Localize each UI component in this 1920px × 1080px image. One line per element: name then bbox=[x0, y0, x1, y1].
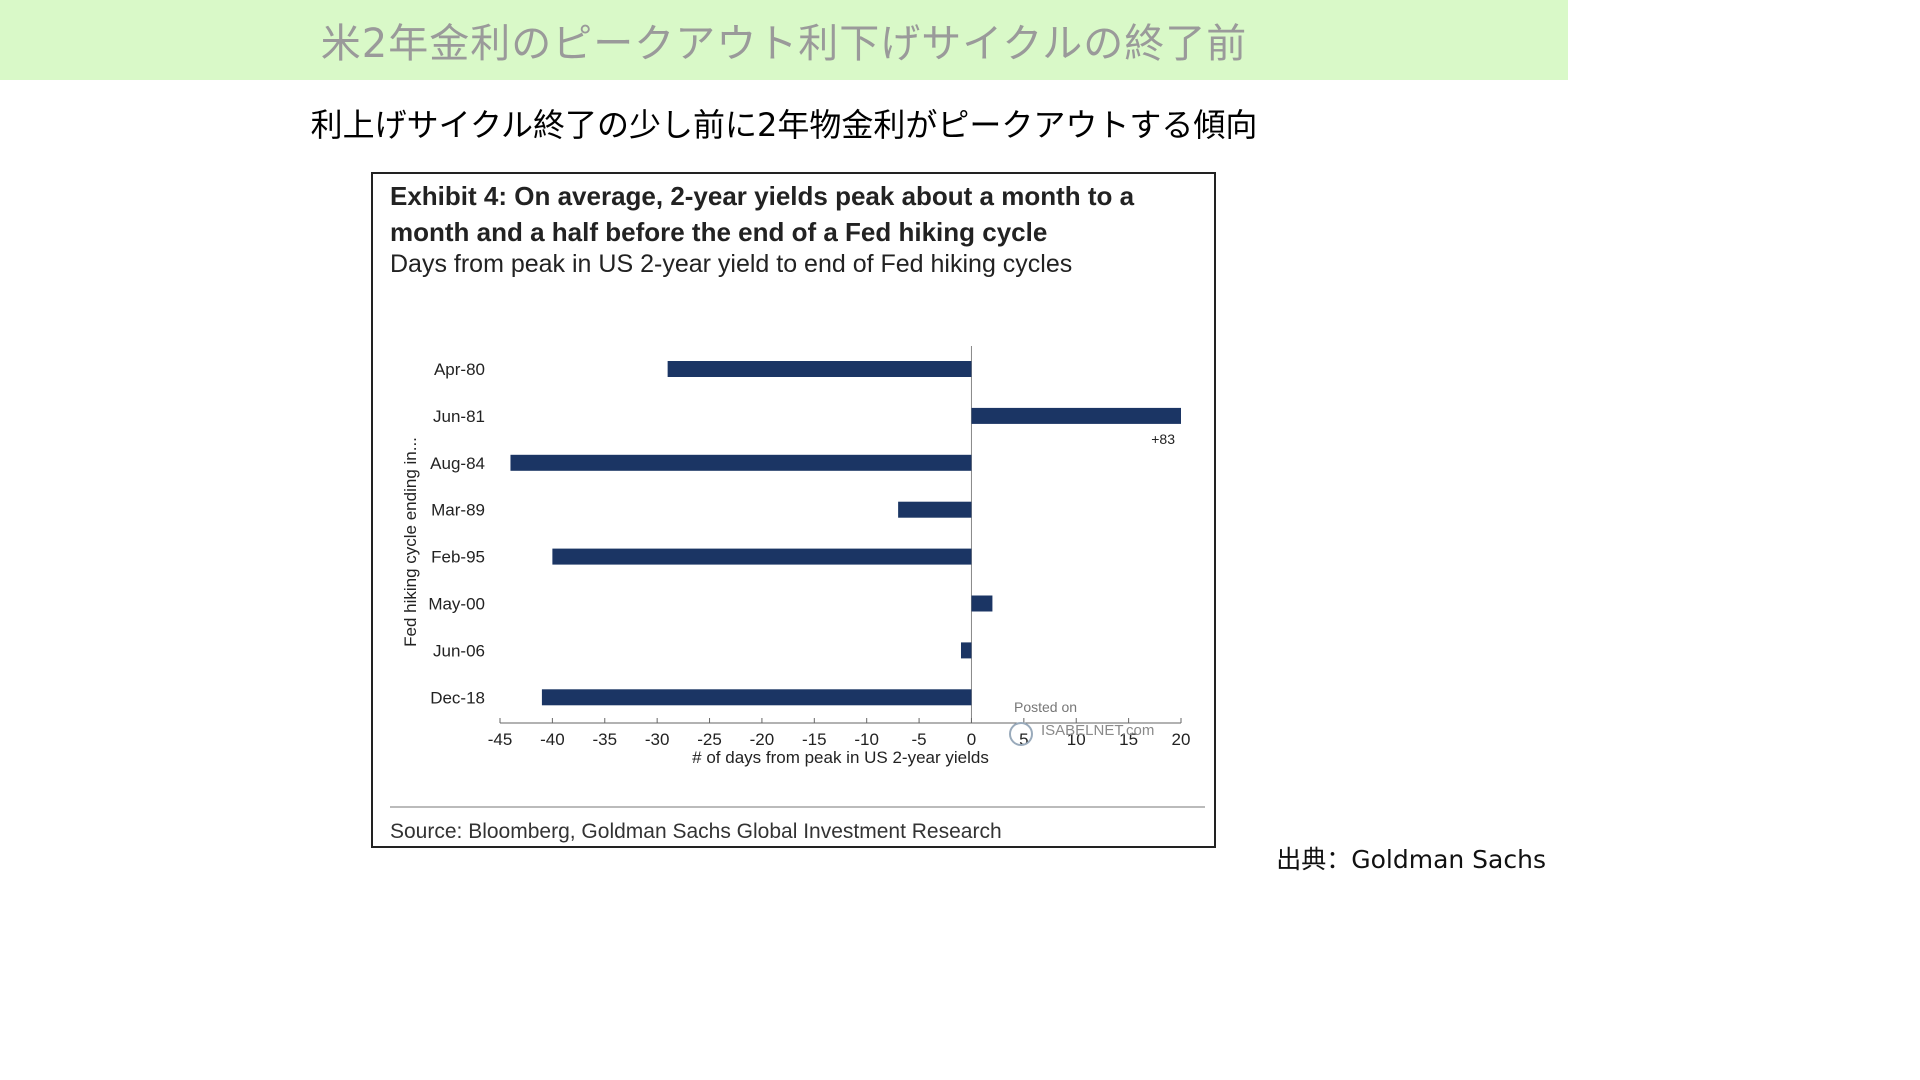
bar-jun-81 bbox=[971, 407, 1181, 424]
category-label: Aug-84 bbox=[430, 454, 485, 473]
page-subtitle: 利上げサイクル終了の少し前に2年物金利がピークアウトする傾向 bbox=[310, 106, 1258, 144]
category-label: Feb-95 bbox=[431, 548, 485, 567]
x-tick-label: 5 bbox=[1019, 730, 1028, 749]
x-tick-label: -15 bbox=[802, 730, 827, 749]
bar-feb-95 bbox=[552, 548, 972, 565]
category-label: Jun-06 bbox=[433, 641, 485, 660]
bar-chart: Apr-80 Jun-81 Aug-84 Mar-89 Feb-95 May-00 Jun-… bbox=[401, 346, 1191, 767]
x-axis-label: # of days from peak in US 2-year yields bbox=[692, 748, 989, 767]
category-label: Mar-89 bbox=[431, 501, 485, 520]
exhibit-panel: Exhibit 4: On average, 2-year yields pea… bbox=[371, 172, 1216, 848]
x-tick-label: -25 bbox=[697, 730, 722, 749]
x-tick-label: -45 bbox=[488, 730, 513, 749]
x-tick-label: -40 bbox=[540, 730, 565, 749]
source-credit: 出典：Goldman Sachs bbox=[1276, 845, 1546, 874]
category-label: Apr-80 bbox=[434, 360, 485, 379]
globe-icon bbox=[1009, 722, 1033, 746]
watermark-text: Posted on bbox=[1014, 699, 1077, 715]
bar-mar-89 bbox=[898, 501, 972, 518]
x-tick-label: 20 bbox=[1172, 730, 1191, 749]
x-tick-label: -35 bbox=[592, 730, 617, 749]
x-tick-label: -30 bbox=[645, 730, 670, 749]
bar-aug-84 bbox=[510, 454, 972, 471]
x-tick-label: 15 bbox=[1119, 730, 1138, 749]
category-label: Dec-18 bbox=[430, 688, 485, 707]
category-label: May-00 bbox=[428, 595, 485, 614]
x-tick-label: -10 bbox=[854, 730, 879, 749]
x-tick-label: -5 bbox=[912, 730, 927, 749]
x-tick-label: -20 bbox=[750, 730, 775, 749]
x-tick-label: 10 bbox=[1067, 730, 1086, 749]
bar-annotation: +83 bbox=[1151, 431, 1175, 447]
bar-may-00 bbox=[971, 595, 993, 612]
bar-dec-18 bbox=[541, 689, 972, 706]
bar-apr-80 bbox=[667, 361, 972, 377]
category-label: Jun-81 bbox=[433, 407, 485, 426]
bar-jun-06 bbox=[960, 642, 972, 659]
exhibit-title: Exhibit 4: On average, 2-year yields pea… bbox=[390, 181, 1135, 247]
watermark-site: ISABELNET.com bbox=[1041, 722, 1154, 739]
exhibit-subtitle: Days from peak in US 2-year yield to end… bbox=[390, 250, 1073, 278]
x-tick-label: 0 bbox=[967, 730, 976, 749]
y-axis-label: Fed hiking cycle ending in... bbox=[401, 437, 420, 647]
page-title: 米2年金利のピークアウト利下げサイクルの終了前 bbox=[320, 21, 1248, 67]
exhibit-source: Source: Bloomberg, Goldman Sachs Global … bbox=[390, 820, 1002, 843]
source-divider bbox=[390, 806, 1205, 808]
title-banner: 米2年金利のピークアウト利下げサイクルの終了前 bbox=[0, 0, 1568, 80]
